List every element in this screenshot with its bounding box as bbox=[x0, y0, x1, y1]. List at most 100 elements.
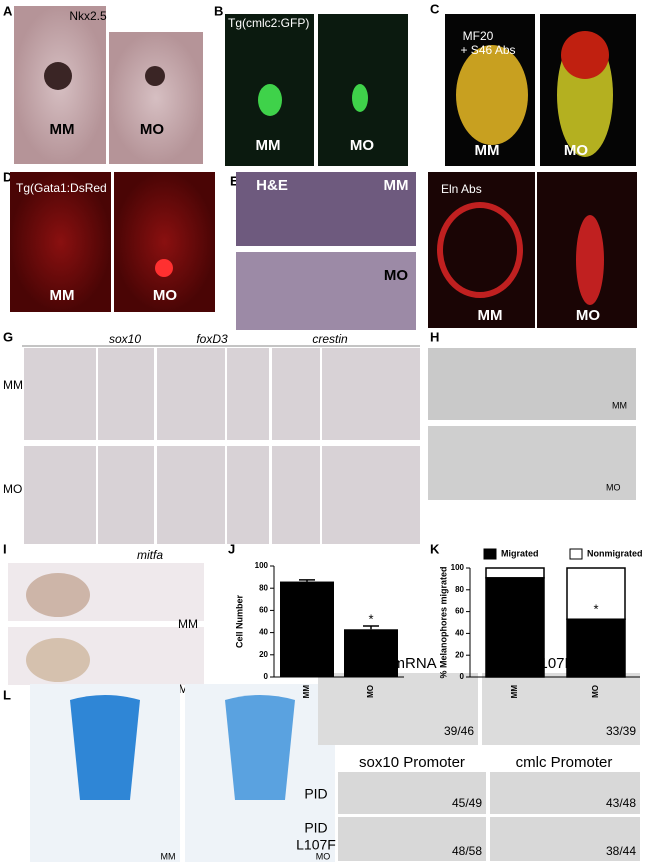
row-label: PID bbox=[304, 820, 327, 836]
y-tick-label: 60 bbox=[455, 607, 464, 616]
panel-title: Nkx2.5 bbox=[69, 9, 107, 23]
panel-title: Eln Abs bbox=[441, 182, 482, 196]
y-tick-label: 80 bbox=[455, 585, 464, 594]
x-tick-label: MO bbox=[591, 685, 600, 698]
row-label: MO bbox=[3, 482, 22, 496]
micrograph bbox=[428, 426, 636, 500]
annotation: * bbox=[593, 601, 598, 616]
legend-label: Nonmigrated bbox=[587, 548, 643, 558]
y-axis-label: % Melanophores migrated bbox=[438, 566, 448, 678]
panel-letter: D bbox=[3, 169, 12, 184]
bar-segment bbox=[485, 567, 545, 579]
signal bbox=[456, 45, 528, 145]
micrograph bbox=[10, 172, 111, 312]
cartilage bbox=[70, 695, 140, 800]
embryo bbox=[26, 638, 90, 682]
micrograph bbox=[114, 172, 215, 312]
label: MO bbox=[140, 121, 164, 138]
label: MO bbox=[384, 267, 408, 284]
label: MM bbox=[478, 307, 503, 324]
legend-label: Migrated bbox=[501, 548, 539, 558]
label: MM bbox=[178, 617, 198, 631]
signal bbox=[155, 259, 173, 277]
legend-swatch bbox=[483, 548, 497, 560]
bar-segment bbox=[485, 577, 545, 678]
label: MO bbox=[606, 482, 621, 492]
y-axis-label: Cell Number bbox=[234, 594, 244, 648]
micrograph bbox=[338, 772, 486, 814]
column-header: cmlc Promoter bbox=[516, 754, 613, 771]
panel-letter: K bbox=[430, 541, 440, 556]
label: MO bbox=[350, 137, 374, 154]
column-header: foxD3 bbox=[196, 332, 228, 346]
y-tick-label: 20 bbox=[259, 650, 268, 659]
panel-letter: C bbox=[430, 1, 440, 16]
count: 45/49 bbox=[452, 796, 482, 810]
label: MM bbox=[256, 137, 281, 154]
panel-letter: A bbox=[3, 3, 13, 18]
panel-letter: L bbox=[3, 687, 11, 702]
y-tick-label: 100 bbox=[255, 561, 269, 570]
panel-title: + S46 Abs bbox=[460, 43, 515, 57]
label: MO bbox=[316, 851, 331, 861]
label: MO bbox=[564, 142, 588, 159]
micrograph bbox=[482, 673, 640, 745]
micrograph bbox=[490, 772, 640, 814]
count: 33/39 bbox=[606, 724, 636, 738]
label: MM bbox=[384, 177, 409, 194]
column-header: sox10 bbox=[109, 332, 141, 346]
bar bbox=[280, 581, 334, 677]
bar-segment bbox=[566, 567, 626, 620]
label: MO bbox=[576, 307, 600, 324]
x-tick-label: MM bbox=[302, 685, 311, 699]
y-tick-label: 20 bbox=[455, 650, 464, 659]
panel-title: Tg(Gata1:DsRed bbox=[16, 181, 107, 195]
stain bbox=[44, 62, 72, 90]
label: MM bbox=[161, 851, 176, 861]
column-header: crestin bbox=[312, 332, 348, 346]
bar bbox=[344, 629, 398, 677]
micrograph bbox=[318, 673, 478, 745]
stain bbox=[145, 66, 165, 86]
count: 38/44 bbox=[606, 844, 636, 858]
panel-title: mitfa bbox=[137, 548, 163, 562]
label: MM bbox=[50, 121, 75, 138]
row-label: MM bbox=[3, 378, 23, 392]
label: MO bbox=[153, 287, 177, 304]
micrograph bbox=[338, 817, 486, 861]
y-tick-label: 100 bbox=[451, 563, 465, 572]
micrograph-grid bbox=[24, 348, 420, 544]
micrograph bbox=[236, 172, 416, 246]
count: 48/58 bbox=[452, 844, 482, 858]
panel-letter: B bbox=[214, 3, 223, 18]
bar-segment bbox=[566, 618, 626, 678]
panel-title: H&E bbox=[256, 177, 288, 194]
x-tick-label: MM bbox=[510, 685, 519, 699]
signal bbox=[352, 84, 368, 112]
label: MM bbox=[50, 287, 75, 304]
annotation: * bbox=[368, 611, 373, 626]
error-bar bbox=[363, 625, 379, 630]
y-tick-label: 80 bbox=[259, 583, 268, 592]
y-tick-label: 40 bbox=[259, 628, 268, 637]
micrograph bbox=[109, 32, 203, 164]
cartilage bbox=[225, 695, 295, 800]
panel-letter: I bbox=[3, 541, 7, 556]
signal bbox=[437, 202, 523, 298]
micrograph bbox=[490, 817, 640, 861]
row-label: PID bbox=[304, 786, 327, 802]
panel-title: MF20 bbox=[463, 29, 494, 43]
panel-letter: J bbox=[228, 541, 235, 556]
count: 43/48 bbox=[606, 796, 636, 810]
embryo bbox=[26, 573, 90, 617]
x-tick-label: MO bbox=[366, 685, 375, 698]
y-tick-label: 0 bbox=[460, 672, 465, 681]
count: 39/46 bbox=[444, 724, 474, 738]
panel-letter: G bbox=[3, 329, 13, 344]
legend-swatch bbox=[569, 548, 583, 560]
error-bar bbox=[299, 579, 315, 582]
panel-letter: H bbox=[430, 329, 439, 344]
y-tick-label: 60 bbox=[259, 606, 268, 615]
